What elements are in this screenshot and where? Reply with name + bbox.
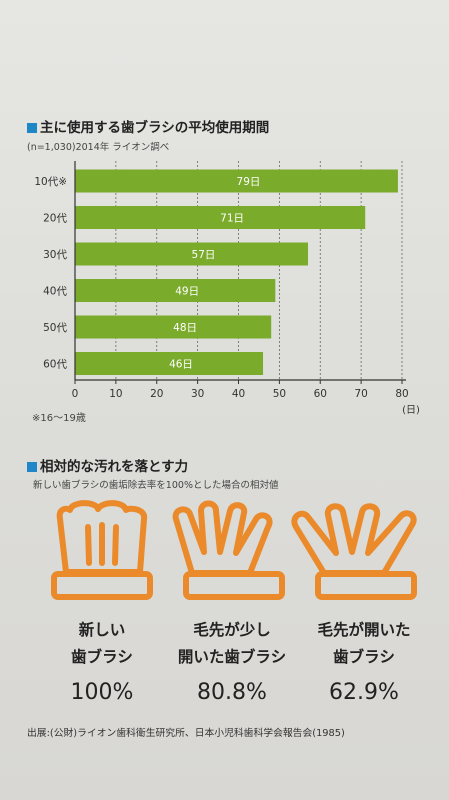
section-marker-square <box>27 462 37 472</box>
bar-value-label: 79日 <box>237 176 261 188</box>
x-tick-label: 70 <box>354 388 367 400</box>
y-category-label: 60代 <box>43 359 67 371</box>
brush-label-spread-line1: 毛先が開いた <box>317 621 411 639</box>
x-tick-label: 50 <box>273 388 286 400</box>
source-citation: 出展:(公財)ライオン歯科衛生研究所、日本小児科歯科学会報告会(1985) <box>27 728 345 739</box>
y-category-label: 40代 <box>43 286 67 298</box>
brush-label-spread: 毛先が開いた 歯ブラシ <box>299 617 429 671</box>
x-tick-label: 0 <box>72 388 79 400</box>
x-axis-unit: (日) <box>402 405 420 416</box>
bar <box>75 169 398 193</box>
brush-label-slightly-spread: 毛先が少し 開いた歯ブラシ <box>167 617 297 671</box>
y-category-label: 30代 <box>43 249 67 261</box>
chart-subtitle: (n=1,030)2014年 ライオン調べ <box>27 142 170 153</box>
chart-footnote: ※16〜19歳 <box>32 413 86 424</box>
slightly-spread-brush-icon <box>172 500 285 600</box>
brush-label-spread-line2: 歯ブラシ <box>333 648 395 666</box>
bar <box>75 242 308 266</box>
x-tick-label: 20 <box>150 388 163 400</box>
percent-spread: 62.9% <box>329 680 399 705</box>
chart-ticks: 0 10 20 30 40 50 60 70 80 10代※ 20代 30代 40代 50代 60代 <box>34 176 408 400</box>
bar <box>75 206 366 229</box>
chart-title-text: 主に使用する歯ブラシの平均使用期間 <box>40 120 270 136</box>
bar-value-label: 71日 <box>220 213 244 225</box>
bar-value-label: 46日 <box>169 359 193 371</box>
chart-grid <box>115 161 403 380</box>
bar-chart: 79日 71日 57日 49日 48日 46日 0 10 20 30 40 50 60 70 80 10代※… <box>34 161 420 416</box>
spread-brush-icon <box>291 503 417 600</box>
y-category-label: 20代 <box>43 213 67 225</box>
bar-value-label: 57日 <box>192 249 216 261</box>
chart-axes <box>74 161 406 384</box>
x-tick-label: 80 <box>395 388 408 400</box>
percent-new: 100% <box>70 680 134 705</box>
section2-subtitle: 新しい歯ブラシの歯垢除去率を100%とした場合の相対値 <box>33 480 279 491</box>
x-tick-label: 10 <box>109 388 122 400</box>
brush-label-new: 新しい 歯ブラシ <box>37 617 167 671</box>
bar-value-label: 49日 <box>175 286 199 298</box>
brush-label-slightly-spread-line2: 開いた歯ブラシ <box>177 648 287 666</box>
percent-slightly-spread: 80.8% <box>197 680 267 705</box>
bar <box>75 352 264 375</box>
chart-section-title: 主に使用する歯ブラシの平均使用期間 <box>27 116 269 136</box>
x-tick-label: 60 <box>314 388 327 400</box>
bar <box>75 279 276 302</box>
y-category-label: 50代 <box>43 322 67 334</box>
bar <box>75 315 272 339</box>
brush-label-slightly-spread-line1: 毛先が少し <box>193 621 271 639</box>
x-tick-label: 40 <box>232 388 245 400</box>
toothbrush-icons <box>51 500 417 600</box>
section2-title: 相対的な汚れを落とす力 <box>27 455 188 475</box>
bar-value-label: 48日 <box>173 322 197 334</box>
chart-bars: 79日 71日 57日 49日 48日 46日 <box>75 169 398 375</box>
new-brush-icon <box>51 500 153 600</box>
section-marker-square <box>27 123 37 133</box>
section2-title-text: 相対的な汚れを落とす力 <box>40 459 189 475</box>
y-category-label: 10代※ <box>34 176 67 188</box>
x-tick-label: 30 <box>191 388 204 400</box>
brush-label-new-line1: 新しい <box>78 621 126 639</box>
brush-label-new-line2: 歯ブラシ <box>71 648 133 666</box>
